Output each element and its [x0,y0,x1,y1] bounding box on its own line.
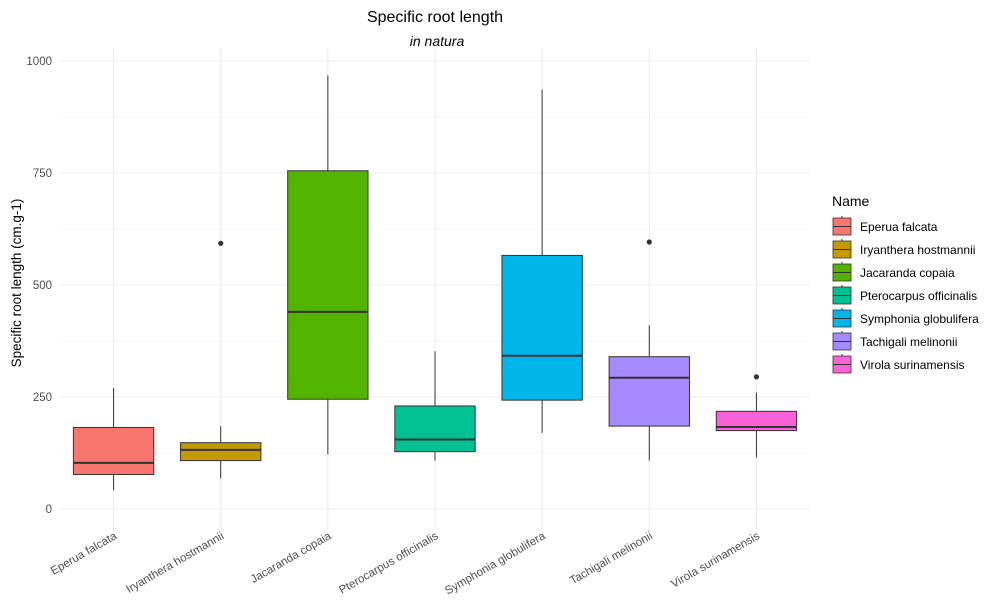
box-eperua-falcata [72,388,155,491]
y-tick-label: 250 [33,392,52,404]
legend-item: Iryanthera hostmannii [832,239,975,259]
legend-item: Symphonia globulifera [832,308,979,328]
y-tick-label: 750 [33,168,52,180]
chart-title: Specific root length [367,9,503,26]
x-tick-label: Tachigali melinonii [568,530,655,587]
box-iqr [608,356,690,427]
legend-label: Pterocarpus officinalis [860,289,977,303]
legend: Name Eperua falcata Iryanthera hostmannii… [832,193,979,374]
legend-item: Jacaranda copaia [832,262,955,282]
chart-subtitle: in natura [410,33,465,49]
legend-label: Iryanthera hostmannii [860,243,975,257]
box-iqr [394,405,476,453]
y-axis-ticks: 0 250 500 750 1000 [26,56,52,516]
box-iqr [180,442,262,462]
box-tachigali-melinonii [608,239,690,461]
outlier-point [218,240,224,246]
boxes [72,75,798,491]
legend-title: Name [832,193,870,209]
box-iqr [287,170,369,400]
legend-label: Jacaranda copaia [860,266,955,280]
x-tick-label: Eperua falcata [49,530,120,578]
x-tick-label: Virola surinamensis [669,530,762,591]
box-jacaranda-copaia [287,75,369,455]
y-tick-label: 1000 [26,56,52,68]
legend-label: Tachigali melinonii [860,335,957,349]
y-tick-label: 0 [46,504,52,516]
box-iqr [72,426,155,476]
outlier-point [753,374,760,380]
box-pterocarpus-officinalis [394,351,476,461]
y-axis-label: Specific root length (cm.g-1) [9,199,24,368]
box-iqr [715,410,798,432]
legend-item: Eperua falcata [832,216,938,236]
x-tick-label: Jacaranda copaia [249,530,334,586]
legend-item: Virola surinamensis [832,354,965,374]
legend-item: Tachigali melinonii [832,331,957,351]
legend-label: Symphonia globulifera [860,312,979,326]
x-tick-label: Pterocarpus officinalis [337,530,440,597]
x-tick-label: Symphonia globulifera [443,530,548,598]
x-tick-label: Iryanthera hostmannii [124,530,226,596]
x-axis-ticks: Eperua falcata Iryanthera hostmannii Jacar… [49,530,762,598]
legend-label: Eperua falcata [860,220,938,234]
box-iryanthera-hostmannii [180,240,262,479]
y-tick-label: 500 [33,280,52,292]
box-virola-surinamensis [715,374,798,458]
legend-item: Pterocarpus officinalis [832,285,977,305]
legend-label: Virola surinamensis [860,358,965,372]
box-iqr [501,254,583,401]
box-symphonia-globulifera [501,89,583,433]
outlier-point [646,239,652,245]
